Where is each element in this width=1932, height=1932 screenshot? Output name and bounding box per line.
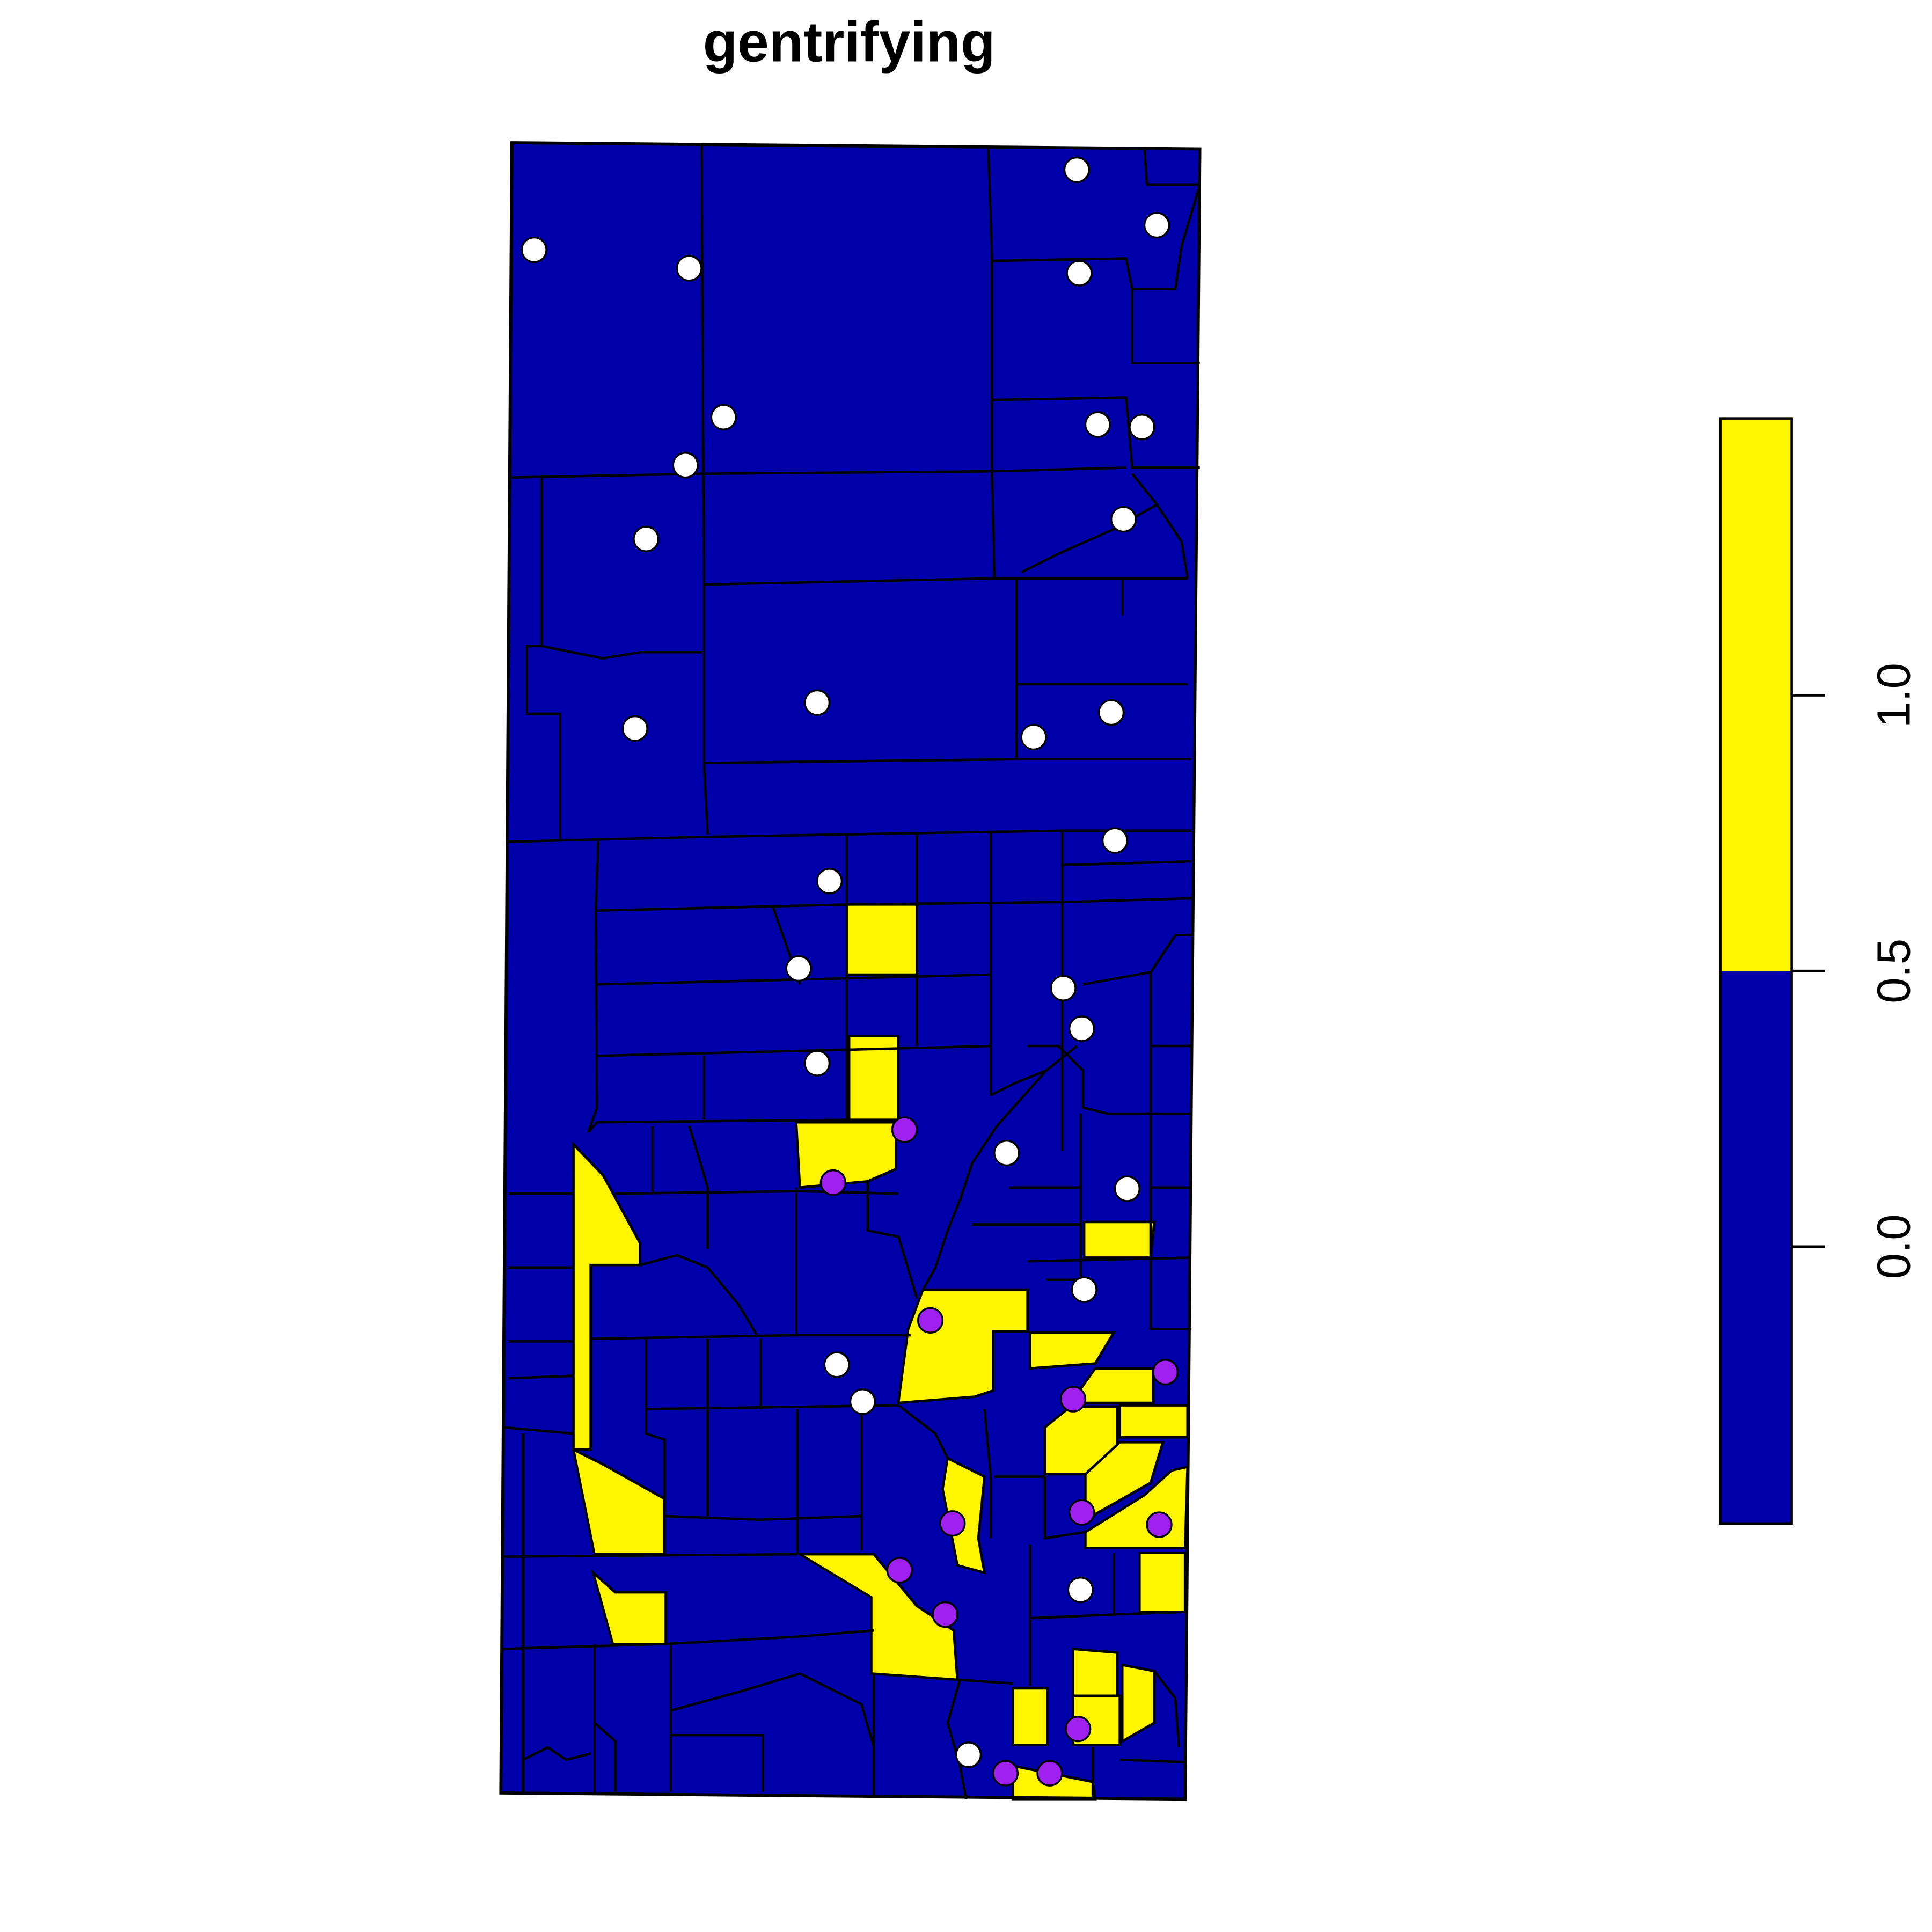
tract-gentrifying — [1084, 1441, 1165, 1522]
tract-gentrifying — [1028, 1331, 1116, 1370]
legend-tick-label: 0.0 — [1868, 1214, 1920, 1279]
point-other — [993, 1139, 1020, 1167]
tract-gentrifying — [941, 1456, 986, 1575]
tract-gentrifying — [1043, 1405, 1119, 1476]
tract-fills-gentrifying — [572, 903, 1189, 1801]
point-gentrifying — [1068, 1499, 1095, 1526]
tract-gentrifying — [572, 1141, 641, 1451]
legend-ticks — [1791, 694, 1825, 1248]
point-other — [1050, 975, 1077, 1001]
point-other — [672, 452, 699, 479]
point-gentrifying — [939, 1510, 966, 1537]
point-other — [816, 868, 843, 895]
point-gentrifying — [1146, 1511, 1173, 1538]
point-other — [803, 1050, 831, 1077]
point-other — [955, 1741, 982, 1768]
tract-gentrifying — [572, 1447, 666, 1556]
point-other — [676, 255, 702, 282]
point-other — [710, 404, 737, 430]
tract-gentrifying — [795, 1121, 897, 1189]
legend-tick-label: 1.0 — [1868, 663, 1920, 728]
point-other — [785, 955, 812, 982]
point-gentrifying — [819, 1169, 847, 1196]
point-gentrifying — [891, 1116, 918, 1143]
tract-gentrifying — [845, 903, 918, 976]
point-other — [1063, 156, 1091, 184]
point-other — [1068, 1015, 1095, 1042]
point-other — [803, 689, 831, 716]
point-other — [1143, 211, 1170, 239]
point-other — [1114, 1175, 1141, 1202]
point-gentrifying — [886, 1557, 913, 1584]
tract-gentrifying — [795, 1553, 959, 1681]
point-gentrifying — [992, 1760, 1019, 1787]
tract-gentrifying — [1138, 1552, 1187, 1614]
tract-gentrifying — [1072, 1648, 1119, 1697]
point-other — [1097, 699, 1125, 726]
study-area-border — [499, 141, 1202, 1801]
point-gentrifying — [917, 1307, 944, 1334]
map-title: gentrifying — [703, 11, 996, 74]
point-gentrifying — [1036, 1760, 1063, 1787]
point-other — [1084, 411, 1111, 438]
point-other — [1020, 723, 1047, 751]
point-other — [1066, 260, 1093, 287]
point-other — [633, 525, 660, 552]
point-layer — [521, 156, 1179, 1787]
legend-bar-high — [1720, 418, 1792, 971]
point-gentrifying — [1152, 1359, 1179, 1386]
point-other — [1071, 1276, 1097, 1303]
point-other — [823, 1351, 850, 1378]
point-other — [849, 1388, 876, 1415]
legend-tick-label: 0.5 — [1868, 939, 1920, 1004]
tract-boundaries — [501, 142, 1201, 1799]
point-gentrifying — [1059, 1386, 1087, 1413]
point-other — [1110, 506, 1137, 533]
point-gentrifying — [1065, 1716, 1092, 1743]
legend-bar-low — [1720, 971, 1792, 1524]
tract-gentrifying — [1118, 1404, 1189, 1439]
point-gentrifying — [932, 1601, 958, 1628]
tract-gentrifying — [590, 1569, 667, 1645]
point-other — [1067, 1576, 1094, 1604]
tract-gentrifying — [1082, 1220, 1156, 1259]
point-other — [1129, 414, 1155, 441]
point-other — [521, 236, 547, 264]
point-other — [1101, 827, 1129, 854]
point-other — [621, 715, 648, 742]
color-legend: 0.0 0.5 1.0 — [1719, 417, 1920, 1525]
tract-gentrifying — [1011, 1687, 1049, 1746]
map-area — [499, 141, 1202, 1801]
tract-gentrifying — [1121, 1663, 1156, 1744]
